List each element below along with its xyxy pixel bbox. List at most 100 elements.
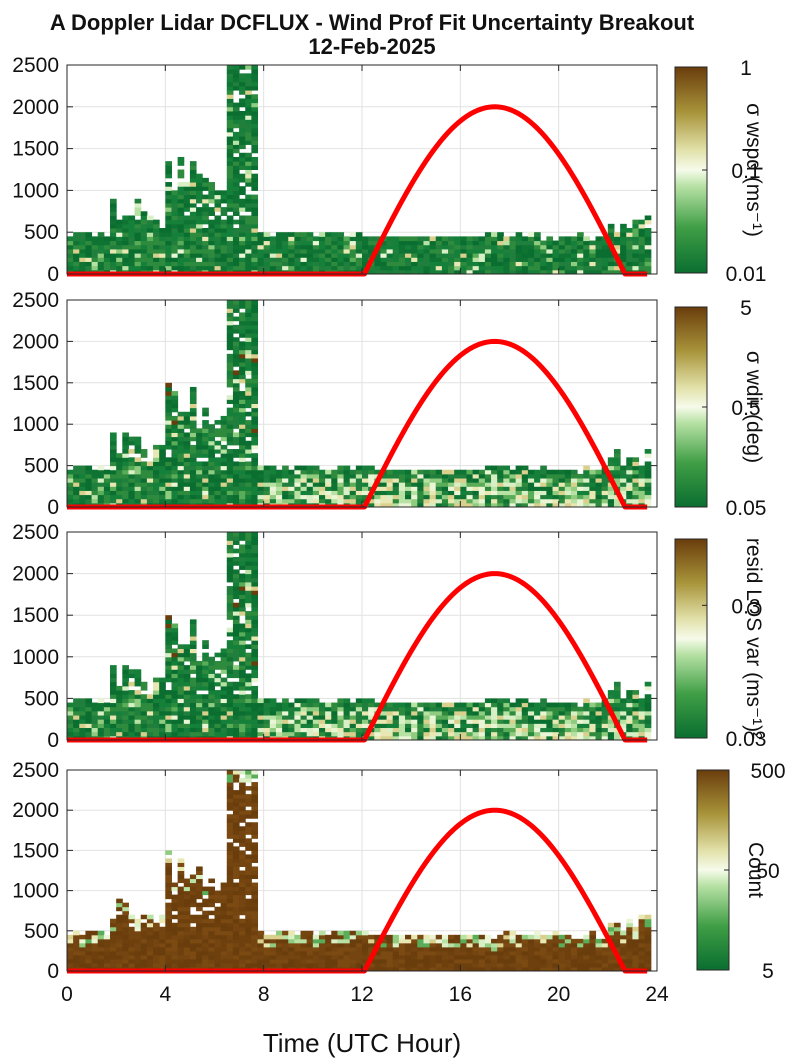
heatmap-cell [177, 461, 185, 467]
heatmap-cell [294, 942, 302, 948]
heatmap-cell [183, 954, 191, 960]
heatmap-cell [226, 449, 234, 454]
heatmap-cell [613, 236, 621, 242]
heatmap-cell [448, 236, 455, 242]
heatmap-cell [110, 261, 117, 267]
heatmap-cell [165, 444, 172, 450]
heatmap-cell [226, 469, 234, 475]
heatmap-cell [275, 486, 283, 491]
heatmap-cell [153, 248, 160, 254]
heatmap-cell [73, 482, 80, 487]
heatmap-cell [521, 469, 529, 475]
heatmap-cell [380, 478, 388, 483]
heatmap-cell [466, 490, 474, 496]
heatmap-cell [497, 494, 504, 500]
heatmap-cell [226, 248, 234, 254]
heatmap-cell [134, 244, 142, 250]
heatmap-cell [435, 261, 443, 267]
heatmap-cell [251, 802, 259, 807]
heatmap-cell [196, 449, 203, 454]
heatmap-cell [380, 966, 388, 972]
heatmap-cell [251, 110, 259, 116]
heatmap-cell [251, 886, 259, 892]
heatmap-cell [318, 236, 326, 242]
heatmap-cell [392, 702, 400, 708]
heatmap-cell [226, 428, 234, 433]
heatmap-cell [232, 681, 240, 687]
heatmap-cell [232, 144, 240, 150]
heatmap-cell [220, 198, 228, 204]
heatmap-cell [177, 690, 185, 695]
heatmap-cell [208, 261, 215, 267]
heatmap-cell [232, 244, 240, 250]
heatmap-cell [239, 136, 246, 141]
heatmap-cell [355, 958, 363, 964]
heatmap-cell [263, 240, 271, 246]
heatmap-cell [97, 958, 105, 964]
heatmap-cell [337, 727, 345, 733]
heatmap-cell [134, 698, 142, 704]
heatmap-cell [417, 954, 424, 960]
heatmap-cell [294, 265, 302, 271]
heatmap-cell [226, 690, 234, 695]
heatmap-cell [491, 735, 498, 741]
heatmap-cell [232, 846, 240, 851]
heatmap-cell [632, 253, 640, 258]
heatmap-cell [245, 304, 252, 309]
heatmap-cell [214, 665, 222, 670]
heatmap-cell [226, 673, 234, 679]
heatmap-cell [251, 232, 259, 237]
heatmap-cell [429, 723, 437, 729]
heatmap-cell [122, 486, 129, 491]
heatmap-cell [116, 240, 123, 246]
heatmap-cell [79, 706, 86, 712]
heatmap-cell [343, 715, 351, 720]
heatmap-cell [294, 482, 302, 487]
heatmap-cell [220, 727, 228, 733]
heatmap-cell [153, 950, 160, 956]
heatmap-cell [79, 240, 86, 246]
heatmap-cell [478, 706, 486, 712]
heatmap-cell [417, 486, 424, 491]
heatmap-cell [601, 486, 609, 491]
heatmap-cell [232, 449, 240, 454]
heatmap-cell [460, 473, 467, 479]
heatmap-cell [466, 248, 474, 254]
heatmap-cell [245, 954, 252, 960]
heatmap-cell [220, 248, 228, 254]
heatmap-cell [189, 918, 197, 924]
heatmap-cell [331, 498, 338, 504]
heatmap-cell [183, 898, 191, 904]
heatmap-cell [577, 706, 584, 712]
heatmap-cell [564, 731, 572, 737]
heatmap-cells [67, 532, 652, 741]
heatmap-cell [202, 698, 209, 704]
heatmap-cell [165, 922, 172, 928]
heatmap-cell [153, 685, 160, 691]
heatmap-cell [534, 232, 541, 237]
heatmap-cell [318, 938, 326, 944]
heatmap-cell [110, 938, 117, 944]
heatmap-cell [564, 719, 572, 724]
heatmap-cell [67, 257, 74, 262]
heatmap-cell [411, 934, 418, 940]
heatmap-cell [251, 194, 259, 200]
heatmap-cell [392, 236, 400, 242]
heatmap-cell [497, 240, 504, 246]
heatmap-cell [448, 727, 455, 733]
heatmap-cell [509, 494, 517, 500]
heatmap-cell [226, 806, 234, 811]
heatmap-cell [632, 461, 640, 467]
heatmap-cell [251, 465, 259, 471]
heatmap-cell [448, 240, 455, 246]
heatmap-cell [509, 473, 517, 479]
heatmap-cell [202, 715, 209, 720]
heatmap-cell [251, 565, 259, 570]
heatmap-cell [441, 731, 449, 737]
heatmap-cell [251, 324, 259, 330]
heatmap-cell [177, 257, 185, 262]
heatmap-cell [251, 669, 259, 674]
heatmap-cell [405, 727, 412, 733]
heatmap-cell [91, 934, 99, 940]
heatmap-cell [251, 834, 259, 839]
